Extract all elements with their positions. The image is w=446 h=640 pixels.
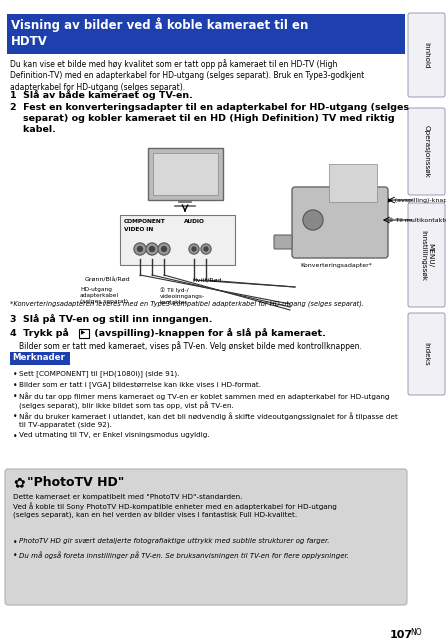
Circle shape	[189, 244, 199, 254]
Bar	[153, 153, 218, 195]
FancyBboxPatch shape	[292, 187, 388, 258]
Circle shape	[149, 246, 154, 252]
Text: *Konverteringsadapteren leveres med en Type3-kompatibel adapterkabel for HD-utga: *Konverteringsadapteren leveres med en T…	[10, 300, 364, 307]
Circle shape	[158, 243, 170, 255]
FancyBboxPatch shape	[408, 108, 445, 195]
Bar	[329, 164, 377, 202]
Text: •: •	[13, 370, 17, 379]
Text: COMPONENT: COMPONENT	[124, 219, 166, 224]
Circle shape	[137, 246, 143, 252]
Circle shape	[146, 243, 158, 255]
Text: Indeks: Indeks	[424, 342, 429, 366]
Text: (avspilling)-knappen for å slå på kameraet.: (avspilling)-knappen for å slå på kamera…	[91, 328, 326, 338]
Text: ② Til multikontakten: ② Til multikontakten	[388, 218, 446, 223]
Text: PhotoTV HD gir svært detaljerte fotografiaktige uttrykk med subtile strukturer o: PhotoTV HD gir svært detaljerte fotograf…	[19, 538, 330, 544]
Text: Dette kameraet er kompatibelt med "PhotoTV HD"-standarden.
Ved å koble til Sony : Dette kameraet er kompatibelt med "Photo…	[13, 494, 337, 518]
Bar	[79, 329, 89, 338]
Text: Visning av bilder ved å koble kameraet til en
HDTV: Visning av bilder ved å koble kameraet t…	[11, 17, 308, 47]
Circle shape	[134, 243, 146, 255]
FancyBboxPatch shape	[5, 469, 407, 605]
Bar	[7, 14, 405, 54]
Text: Du må også foreta innstillinger på TV-en. Se bruksanvisningen til TV-en for fler: Du må også foreta innstillinger på TV-en…	[19, 551, 349, 559]
Bar	[148, 148, 223, 200]
Circle shape	[161, 246, 166, 252]
Text: •: •	[13, 432, 17, 441]
Circle shape	[201, 244, 211, 254]
FancyBboxPatch shape	[408, 13, 445, 97]
Text: Når du bruker kameraet i utlandet, kan det bli nødvendig å skifte videoutgangssi: Når du bruker kameraet i utlandet, kan d…	[19, 412, 398, 428]
Text: •: •	[13, 551, 17, 560]
Bar	[10, 352, 70, 365]
Text: ▶ (avspilling)-knapp: ▶ (avspilling)-knapp	[388, 198, 446, 203]
Text: ✿: ✿	[13, 476, 25, 490]
Text: 2  Fest en konverteringsadapter til en adapterkabel for HD-utgang (selges
    se: 2 Fest en konverteringsadapter til en ad…	[10, 103, 409, 134]
Text: Konverteringsadapter*: Konverteringsadapter*	[300, 263, 372, 268]
Text: Bilder som er tatt i [VGA] bildestørrelse kan ikke vises i HD-format.: Bilder som er tatt i [VGA] bildestørrels…	[19, 381, 261, 388]
Circle shape	[303, 210, 323, 230]
FancyBboxPatch shape	[408, 313, 445, 395]
Text: Sett [COMPONENT] til [HD(1080i)] (side 91).: Sett [COMPONENT] til [HD(1080i)] (side 9…	[19, 370, 179, 377]
Text: 107: 107	[390, 630, 413, 640]
Text: "PhotoTV HD": "PhotoTV HD"	[27, 476, 124, 489]
Text: •: •	[13, 392, 17, 401]
Text: AUDIO: AUDIO	[184, 219, 205, 224]
Text: NO: NO	[410, 628, 421, 637]
Text: •: •	[13, 412, 17, 421]
Text: ① Til lyd-/
videoinngangs-
kontakter: ① Til lyd-/ videoinngangs- kontakter	[160, 287, 205, 305]
Bar	[120, 215, 235, 265]
Text: Når du tar opp filmer mens kameraet og TV-en er koblet sammen med en adapterkabe: Når du tar opp filmer mens kameraet og T…	[19, 392, 389, 410]
Text: ▶: ▶	[80, 330, 85, 335]
Text: 3  Slå på TV-en og still inn inngangen.: 3 Slå på TV-en og still inn inngangen.	[10, 314, 212, 324]
Text: Grønn/Blå/Rød: Grønn/Blå/Rød	[85, 277, 131, 282]
Text: Du kan vise et bilde med høy kvalitet som er tatt opp på kameraet til en HD-TV (: Du kan vise et bilde med høy kvalitet so…	[10, 59, 364, 92]
Text: Operasjonssøk: Operasjonssøk	[424, 125, 429, 178]
FancyBboxPatch shape	[274, 235, 292, 249]
Text: •: •	[13, 538, 17, 547]
Text: 4  Trykk på: 4 Trykk på	[10, 328, 72, 338]
Text: 1  Slå av både kameraet og TV-en.: 1 Slå av både kameraet og TV-en.	[10, 90, 193, 100]
Text: HD-utgang
adapterkabel
(selges separat): HD-utgang adapterkabel (selges separat)	[80, 287, 128, 305]
Text: •: •	[13, 381, 17, 390]
Text: Ved utmating til TV, er Enkel visningsmodus ugyldig.: Ved utmating til TV, er Enkel visningsmo…	[19, 432, 210, 438]
Text: Hvitt/Rød: Hvitt/Rød	[192, 277, 222, 282]
Text: Innhold: Innhold	[424, 42, 429, 68]
Text: Merknader: Merknader	[12, 353, 65, 362]
Text: VIDEO IN: VIDEO IN	[124, 227, 153, 232]
Text: Bilder som er tatt med kameraet, vises på TV-en. Velg ønsket bilde med kontrollk: Bilder som er tatt med kameraet, vises p…	[19, 341, 362, 351]
Circle shape	[192, 247, 196, 251]
Circle shape	[204, 247, 208, 251]
Text: MENU/
Innstillingssøk: MENU/ Innstillingssøk	[420, 230, 433, 280]
FancyBboxPatch shape	[408, 203, 445, 307]
